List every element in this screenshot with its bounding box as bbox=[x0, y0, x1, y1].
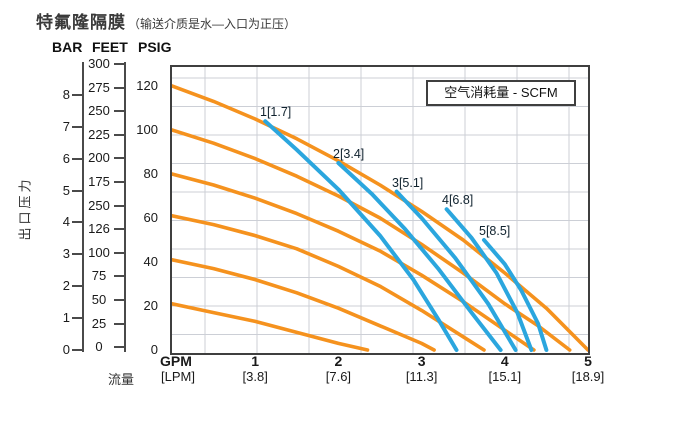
feet-tick-mark bbox=[114, 228, 124, 231]
bar-axis-header: BAR bbox=[52, 39, 83, 55]
feet-tick-label: 275 bbox=[88, 79, 110, 95]
psig-tick-label: 120 bbox=[136, 78, 158, 93]
feet-tick-label: 75 bbox=[91, 268, 107, 284]
feet-tick-mark bbox=[114, 346, 124, 349]
flow-unit-lpm: [LPM] bbox=[161, 369, 195, 384]
feet-tick-label: 25 bbox=[91, 315, 107, 331]
air-curve-1 bbox=[263, 119, 459, 352]
legend-box: 空气消耗量 - SCFM bbox=[426, 80, 576, 106]
bar-tick-mark bbox=[72, 221, 82, 224]
bar-axis-ruler bbox=[82, 62, 84, 352]
gpm-tick-label: 1 bbox=[251, 353, 260, 369]
psig-tick-label: 40 bbox=[143, 254, 158, 269]
gpm-tick-label: 2 bbox=[334, 353, 343, 369]
bar-tick-mark bbox=[72, 317, 82, 320]
bar-tick-label: 7 bbox=[62, 118, 70, 134]
feet-tick-label: 200 bbox=[88, 150, 110, 166]
pump-curve-20psig bbox=[172, 302, 370, 352]
feet-tick-mark bbox=[114, 86, 124, 89]
bar-tick-mark bbox=[72, 157, 82, 160]
gpm-tick-label: 5 bbox=[584, 353, 592, 369]
feet-tick-label: 126 bbox=[88, 221, 110, 237]
outlet-pressure-axis-label: 出口压力 bbox=[17, 176, 33, 241]
feet-tick-label: 0 bbox=[95, 339, 103, 355]
air-curve-value-label: 4[6.8] bbox=[442, 193, 474, 207]
feet-tick-mark bbox=[114, 299, 124, 301]
feet-tick-label: 250 bbox=[88, 197, 110, 213]
chart-subtitle: （输送介质是水—入口为正压） bbox=[128, 17, 297, 31]
psig-tick-label: 60 bbox=[143, 210, 158, 225]
air-curve-3 bbox=[394, 189, 518, 352]
feet-tick-mark bbox=[114, 322, 124, 325]
feet-tick-mark bbox=[114, 181, 124, 183]
page-title: 特氟隆隔膜 （输送介质是水—入口为正压） bbox=[36, 8, 296, 33]
lpm-tick-label: [3.8] bbox=[242, 369, 268, 384]
bar-tick-label: 5 bbox=[62, 182, 70, 198]
plot-area: 1[1.7] 2[3.4] 3[5.1] 4[6.8] 5[8.5] bbox=[170, 65, 590, 355]
feet-tick-mark bbox=[114, 251, 124, 254]
feet-axis-ruler bbox=[124, 62, 126, 352]
feet-tick-mark bbox=[114, 157, 124, 160]
flow-unit-gpm: GPM bbox=[160, 353, 192, 369]
air-curve-value-label: 1[1.7] bbox=[260, 105, 292, 119]
flow-axis-label: 流量 bbox=[108, 372, 135, 387]
air-curve-5 bbox=[482, 238, 549, 352]
legend-label: 空气消耗量 - SCFM bbox=[444, 85, 558, 100]
bar-tick-mark bbox=[72, 189, 82, 192]
feet-tick-label: 225 bbox=[88, 126, 110, 142]
feet-tick-label: 300 bbox=[88, 56, 110, 71]
bar-tick-label: 2 bbox=[62, 278, 70, 294]
feet-tick-mark bbox=[114, 133, 124, 136]
bar-tick-mark bbox=[72, 125, 82, 128]
pump-curve-40psig bbox=[172, 258, 436, 352]
feet-axis-header: FEET bbox=[92, 39, 128, 55]
psig-tick-label: 0 bbox=[150, 342, 158, 357]
bar-tick-label: 1 bbox=[62, 310, 70, 326]
psig-tick-label: 100 bbox=[136, 122, 158, 137]
bar-tick-label: 0 bbox=[62, 342, 70, 357]
bar-tick-label: 6 bbox=[62, 150, 70, 166]
air-curve-value-label: 3[5.1] bbox=[392, 176, 424, 190]
psig-axis-header: PSIG bbox=[138, 39, 172, 55]
psig-tick-label: 20 bbox=[143, 298, 158, 313]
lpm-tick-label: [11.3] bbox=[405, 369, 438, 384]
psig-tick-label: 80 bbox=[143, 166, 158, 181]
gpm-tick-label: 3 bbox=[417, 353, 426, 369]
chart-title: 特氟隆隔膜 bbox=[36, 13, 126, 32]
lpm-tick-label: [18.9] bbox=[571, 369, 605, 384]
lpm-tick-label: [15.1] bbox=[488, 369, 522, 384]
bar-tick-label: 8 bbox=[62, 86, 70, 102]
feet-tick-label: 100 bbox=[88, 244, 110, 260]
feet-tick-label: 50 bbox=[91, 292, 107, 307]
feet-tick-mark bbox=[114, 110, 124, 113]
bar-tick-mark bbox=[72, 93, 82, 96]
bar-tick-label: 3 bbox=[62, 246, 70, 262]
bar-tick-mark bbox=[72, 349, 82, 351]
feet-tick-label: 250 bbox=[88, 103, 110, 119]
feet-tick-mark bbox=[114, 275, 124, 278]
gpm-tick-label: 4 bbox=[500, 353, 509, 369]
air-curve-4 bbox=[444, 207, 534, 352]
chart-canvas bbox=[172, 67, 588, 353]
lpm-tick-label: [7.6] bbox=[325, 369, 352, 384]
bar-tick-mark bbox=[72, 285, 82, 288]
air-curve-2 bbox=[336, 161, 503, 352]
feet-tick-mark bbox=[114, 63, 124, 65]
bar-tick-label: 4 bbox=[62, 214, 70, 230]
air-curve-value-label: 2[3.4] bbox=[333, 147, 365, 161]
feet-tick-label: 175 bbox=[88, 174, 110, 189]
pump-curve-80psig bbox=[172, 172, 536, 352]
pump-curve-60psig bbox=[172, 214, 486, 352]
bar-tick-mark bbox=[72, 253, 82, 256]
feet-tick-mark bbox=[114, 204, 124, 207]
air-curve-value-label: 5[8.5] bbox=[479, 224, 511, 238]
